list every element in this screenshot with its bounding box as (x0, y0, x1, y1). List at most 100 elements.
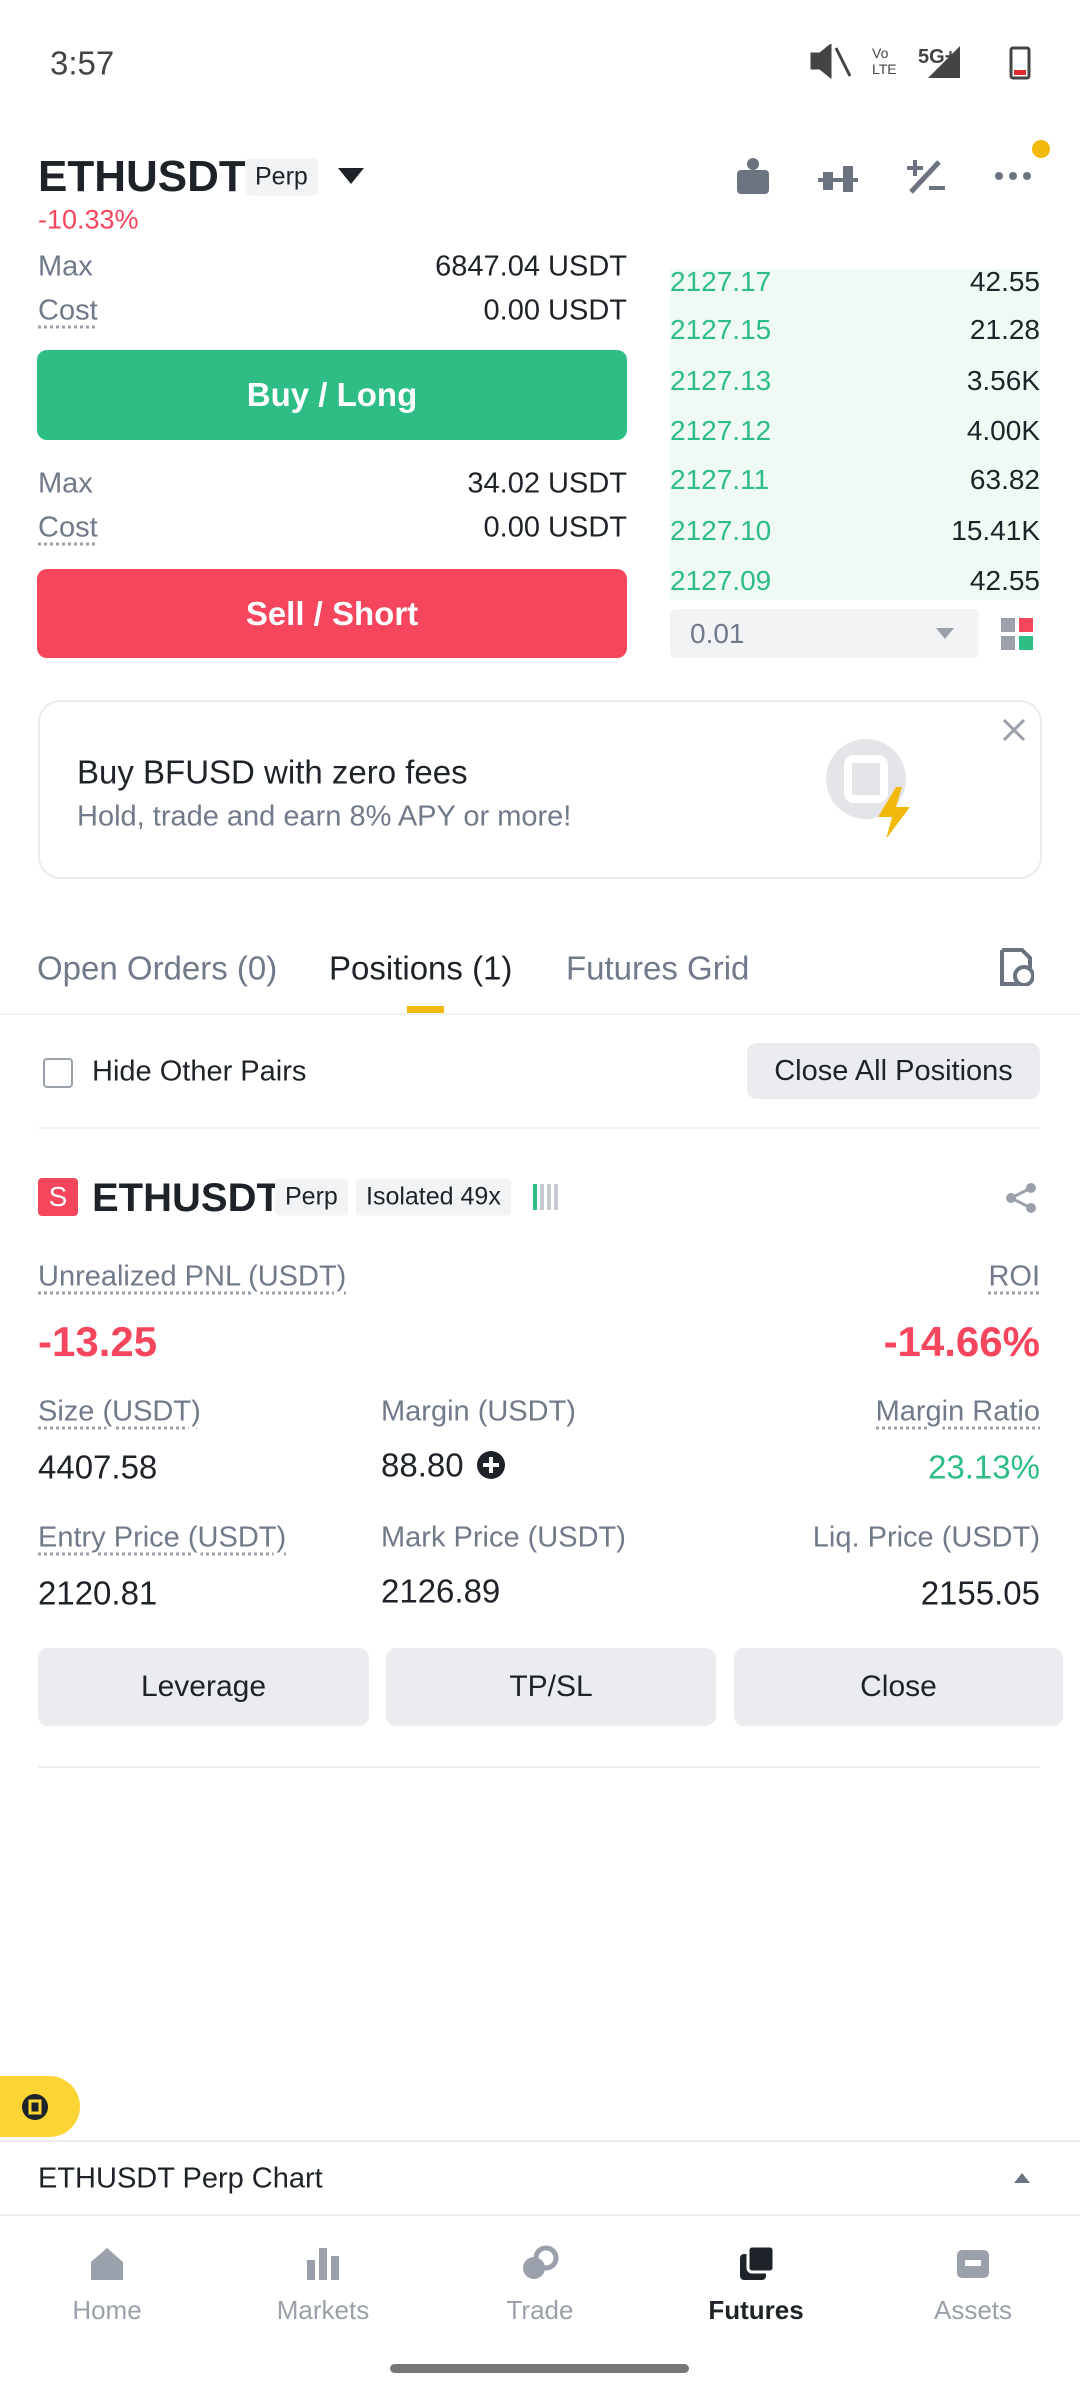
max-label: Max (38, 467, 93, 500)
banner-close[interactable] (1002, 718, 1026, 742)
bid-price[interactable]: 2127.15 (670, 314, 772, 345)
entry-value: 2120.81 (38, 1574, 158, 1612)
margin-label: Margin (USDT) (381, 1395, 576, 1428)
add-margin[interactable] (476, 1450, 506, 1480)
max-value: 6847.04 USDT (435, 255, 627, 283)
divider (0, 1013, 1080, 1015)
depth-background (670, 269, 1040, 600)
bid-price[interactable]: 2127.09 (670, 565, 772, 596)
divider (38, 1127, 1040, 1129)
roi-label: ROI (988, 1260, 1040, 1293)
tab[interactable]: Futures Grid (566, 949, 750, 987)
depth-select[interactable]: 0.01 (670, 609, 979, 658)
notification-dot (1032, 140, 1050, 158)
banner-icon (826, 739, 910, 837)
bid-price[interactable]: 2127.17 (670, 266, 772, 297)
nav-icon[interactable] (303, 2244, 343, 2284)
nav-icon[interactable] (520, 2244, 560, 2284)
clipped-row: Max 6847.04 USDT (0, 255, 640, 285)
bid-price[interactable]: 2127.13 (670, 365, 772, 396)
tab[interactable]: Open Orders (0) (37, 949, 278, 987)
contract-badge: Perp (245, 158, 318, 196)
size-value: 4407.58 (38, 1448, 158, 1486)
cost-value: 0.00 USDT (483, 294, 627, 327)
leverage-button[interactable]: Leverage (38, 1648, 369, 1726)
entry-label: Entry Price (USDT) (38, 1521, 287, 1554)
promo-banner[interactable]: Buy BFUSD with zero fees Hold, trade and… (38, 700, 1042, 879)
battery (1009, 46, 1031, 80)
bid-qty: 21.28 (969, 314, 1040, 345)
mark-label: Mark Price (USDT) (381, 1521, 626, 1554)
sell-button[interactable]: Sell / Short (37, 569, 627, 658)
nav-icon[interactable] (87, 2244, 127, 2284)
checkbox[interactable] (43, 1058, 73, 1088)
bid-qty: 63.82 (969, 464, 1040, 495)
bid-qty: 42.55 (969, 266, 1040, 297)
nav-label[interactable]: Futures (708, 2295, 804, 2325)
side-badge: S (38, 1178, 78, 1216)
position-symbol: ETHUSDT (92, 1176, 281, 1220)
pnl-value: -13.25 (38, 1318, 158, 1365)
size-label: Size (USDT) (38, 1395, 201, 1428)
divider (38, 1766, 1040, 1768)
book-layout-icon[interactable] (1001, 618, 1035, 650)
caret-up (1014, 2173, 1030, 2183)
banner-subtitle: Hold, trade and earn 8% APY or more! (77, 800, 572, 833)
margin-mode: Isolated 49x (356, 1178, 511, 1216)
close-all-button[interactable]: Close All Positions (747, 1043, 1040, 1099)
liq-value: 2155.05 (920, 1574, 1040, 1612)
header-icons[interactable] (733, 156, 1043, 198)
margin-ratio-label: Margin Ratio (875, 1395, 1040, 1428)
bid-qty: 42.55 (969, 565, 1040, 596)
liq-label: Liq. Price (USDT) (812, 1521, 1040, 1554)
bid-price[interactable]: 2127.11 (670, 464, 770, 495)
nav-icon[interactable] (953, 2244, 993, 2284)
bid-qty: 3.56K (966, 365, 1040, 396)
close-button[interactable]: Close (734, 1648, 1063, 1726)
nav-label[interactable]: Assets (933, 2295, 1013, 2325)
max-value: 34.02 USDT (467, 467, 627, 500)
tab-active[interactable]: Positions (1) (329, 949, 513, 987)
banner-title: Buy BFUSD with zero fees (77, 753, 468, 791)
chart-bar[interactable]: ETHUSDT Perp Chart (0, 2140, 1080, 2216)
pnl-label: Unrealized PNL (USDT) (38, 1260, 347, 1293)
margin-value: 88.80 (381, 1446, 464, 1484)
nav-label[interactable]: Trade (506, 2295, 574, 2325)
bid-price[interactable]: 2127.12 (670, 415, 772, 446)
max-label: Max (38, 255, 93, 283)
chart-bar-label: ETHUSDT Perp Chart (38, 2162, 323, 2195)
nav-label[interactable]: Home (72, 2295, 142, 2325)
cost-value: 0.00 USDT (483, 511, 627, 544)
roi-value: -14.66% (883, 1318, 1040, 1365)
dropdown[interactable] (338, 168, 364, 184)
svg-text:Vo: Vo (872, 45, 889, 61)
depth-value: 0.01 (690, 618, 745, 649)
mark-value: 2126.89 (381, 1572, 501, 1610)
bid-qty: 4.00K (966, 415, 1040, 446)
contract-badge: Perp (275, 1178, 348, 1216)
home-indicator (390, 2364, 689, 2373)
tpsl-button[interactable]: TP/SL (386, 1648, 716, 1726)
caret (936, 628, 954, 639)
nav-label[interactable]: Markets (276, 2295, 370, 2325)
bid-price[interactable]: 2127.10 (670, 515, 772, 546)
cost-label: Cost (38, 511, 98, 544)
cost-label: Cost (38, 294, 98, 327)
price-change: -10.33% (38, 204, 139, 235)
floating-button[interactable] (0, 2076, 80, 2137)
svg-text:LTE: LTE (872, 61, 897, 77)
hide-pairs-label: Hide Other Pairs (92, 1055, 307, 1088)
nav-icon[interactable] (736, 2244, 776, 2284)
buy-button[interactable]: Buy / Long (37, 350, 627, 440)
history-icon[interactable] (1000, 948, 1034, 986)
floating-icon (22, 2094, 48, 2120)
tab-underline (407, 1006, 444, 1013)
margin-ratio-value: 23.13% (928, 1448, 1040, 1486)
share-icon[interactable] (1005, 1182, 1037, 1214)
status-time: 3:57 (50, 44, 115, 82)
symbol: ETHUSDT (38, 152, 246, 201)
adl-indicator (533, 1184, 558, 1210)
